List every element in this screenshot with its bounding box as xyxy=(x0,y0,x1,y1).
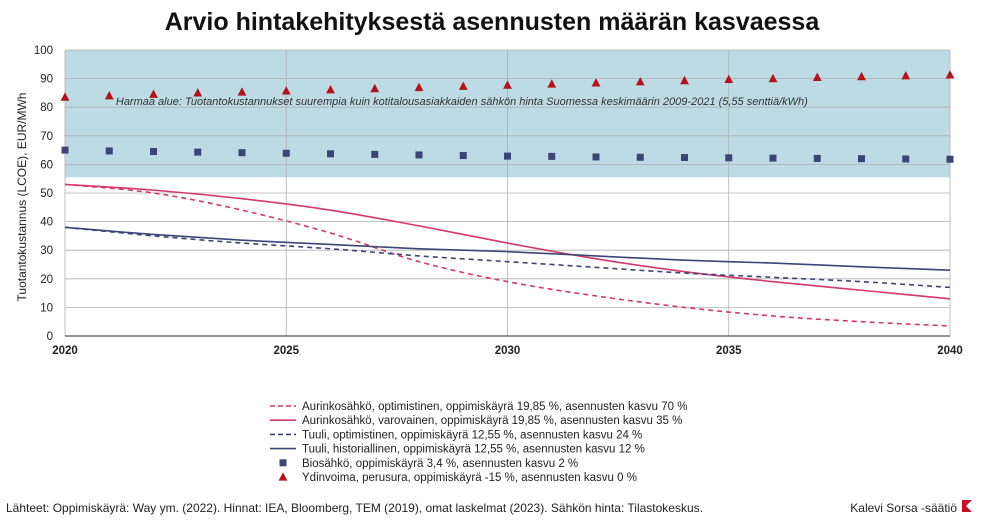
shaded-region-label: Harmaa alue: Tuotantokustannukset suurem… xyxy=(116,96,808,108)
y-tick-label: 70 xyxy=(40,131,53,143)
brand-text: Kalevi Sorsa -säätiö xyxy=(850,501,957,515)
legend-swatch xyxy=(278,472,288,481)
nuclear-point xyxy=(724,74,734,84)
y-tick-label: 40 xyxy=(40,217,53,229)
bio-point xyxy=(725,154,733,162)
nuclear-point xyxy=(104,90,114,100)
bio-point xyxy=(150,148,157,156)
x-tick-label: 2030 xyxy=(495,345,521,357)
nuclear-point xyxy=(193,88,203,97)
x-tick-label: 2020 xyxy=(52,345,78,357)
bio-point xyxy=(592,153,600,161)
legend-label: Aurinkosähkö, varovainen, oppimiskäyrä 1… xyxy=(302,415,682,427)
bio-point xyxy=(61,146,69,154)
legend-label: Tuuli, optimistinen, oppimiskäyrä 12,55 … xyxy=(302,429,642,441)
bio-point xyxy=(327,150,334,158)
y-axis-label: Tuotantokustannus (LCOE), EUR/MWh xyxy=(15,93,29,302)
y-tick-label: 30 xyxy=(40,245,53,257)
nuclear-point xyxy=(635,76,645,86)
y-tick-label: 20 xyxy=(40,274,53,286)
nuclear-point xyxy=(503,80,512,89)
nuclear-point xyxy=(857,71,866,81)
chart-title: Arvio hintakehityksestä asennusten määrä… xyxy=(165,8,821,36)
series-line-3 xyxy=(64,226,951,289)
nuclear-point xyxy=(326,84,335,94)
x-tick-label: 2025 xyxy=(273,345,299,357)
bio-point xyxy=(194,148,202,156)
bio-point xyxy=(459,152,467,160)
nuclear-point xyxy=(812,72,822,82)
nuclear-point xyxy=(458,81,468,90)
nuclear-point xyxy=(591,78,601,87)
bio-point xyxy=(813,154,821,162)
y-tick-label: 80 xyxy=(40,102,53,114)
nuclear-point xyxy=(370,83,380,93)
nuclear-point xyxy=(149,89,158,98)
series-line-4 xyxy=(64,226,951,272)
bio-point xyxy=(902,155,910,163)
nuclear-point xyxy=(60,92,70,101)
brand-logo-icon xyxy=(962,500,972,512)
bio-point xyxy=(548,152,556,160)
bio-point xyxy=(238,149,246,157)
legend-swatch xyxy=(279,459,287,467)
y-tick-label: 90 xyxy=(40,74,53,86)
legend-label: Tuuli, historiallinen, oppimiskäyrä 12,5… xyxy=(302,444,645,456)
y-tick-label: 10 xyxy=(40,302,53,314)
bio-point xyxy=(415,151,423,159)
nuclear-point xyxy=(945,70,955,79)
nuclear-point xyxy=(414,82,424,92)
bio-point xyxy=(105,147,113,155)
x-tick-label: 2035 xyxy=(716,345,742,357)
x-tick-label: 2040 xyxy=(937,345,963,357)
nuclear-point xyxy=(768,73,778,83)
legend: Aurinkosähkö, optimistinen, oppimiskäyrä… xyxy=(270,401,687,484)
y-tick-label: 0 xyxy=(47,331,53,343)
bio-point xyxy=(769,154,777,162)
sources-text: Lähteet: Oppimiskäyrä: Way ym. (2022). H… xyxy=(6,501,703,515)
bio-point xyxy=(282,149,290,157)
series-line-1 xyxy=(64,183,951,327)
series-line-2 xyxy=(64,183,951,300)
bio-point xyxy=(504,152,511,160)
bio-point xyxy=(946,155,954,163)
legend-label: Aurinkosähkö, optimistinen, oppimiskäyrä… xyxy=(302,401,687,413)
y-tick-label: 50 xyxy=(40,188,53,200)
bio-point xyxy=(636,153,644,161)
nuclear-point xyxy=(281,86,291,95)
nuclear-point xyxy=(547,79,557,88)
y-tick-label: 100 xyxy=(34,45,53,57)
bio-point xyxy=(858,155,865,163)
nuclear-point xyxy=(901,70,911,80)
nuclear-point xyxy=(237,87,247,96)
bio-point xyxy=(371,150,379,158)
legend-label: Biosähkö, oppimiskäyrä 3,4 %, asennusten… xyxy=(302,458,578,470)
y-tick-label: 60 xyxy=(40,159,53,171)
nuclear-point xyxy=(680,75,689,85)
legend-label: Ydinvoima, perusura, oppimiskäyrä -15 %,… xyxy=(302,472,637,484)
bio-point xyxy=(681,154,688,162)
